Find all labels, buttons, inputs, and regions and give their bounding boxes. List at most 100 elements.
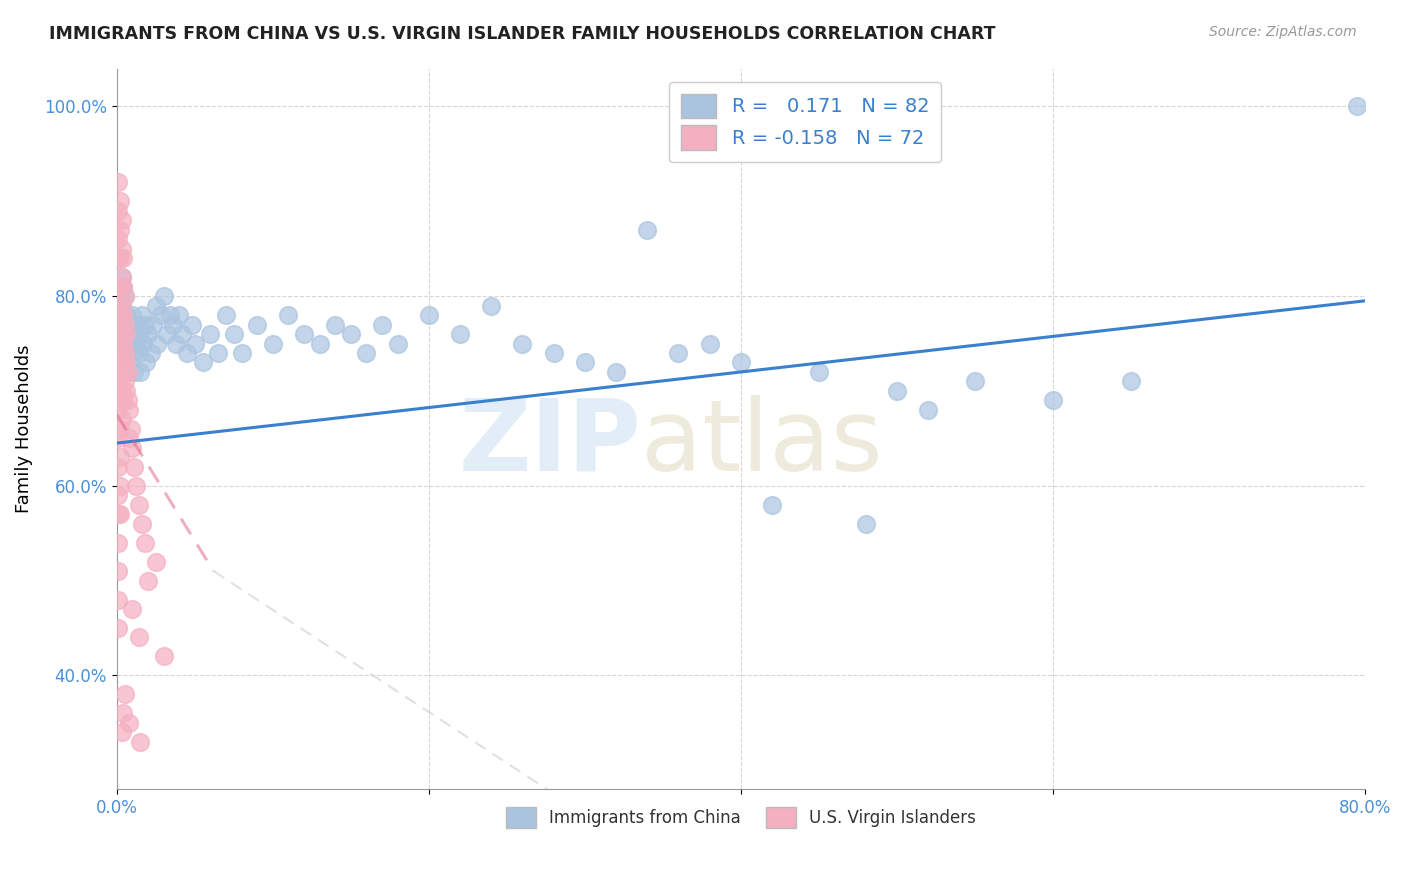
Text: ZIP: ZIP bbox=[458, 395, 641, 491]
Point bbox=[668, 346, 690, 360]
Point bbox=[222, 326, 245, 341]
Point bbox=[117, 346, 139, 360]
Point bbox=[108, 479, 131, 493]
Point bbox=[136, 574, 159, 588]
Point bbox=[128, 346, 150, 360]
Point bbox=[124, 479, 146, 493]
Point bbox=[118, 403, 141, 417]
Point bbox=[107, 232, 129, 246]
Point bbox=[121, 602, 143, 616]
Point bbox=[165, 336, 187, 351]
Point bbox=[107, 592, 129, 607]
Point bbox=[308, 336, 330, 351]
Point bbox=[159, 308, 181, 322]
Point bbox=[107, 326, 129, 341]
Point bbox=[114, 346, 136, 360]
Point bbox=[129, 735, 152, 749]
Point bbox=[172, 326, 194, 341]
Point bbox=[292, 326, 315, 341]
Point bbox=[122, 326, 145, 341]
Point bbox=[356, 346, 378, 360]
Text: IMMIGRANTS FROM CHINA VS U.S. VIRGIN ISLANDER FAMILY HOUSEHOLDS CORRELATION CHAR: IMMIGRANTS FROM CHINA VS U.S. VIRGIN ISL… bbox=[49, 25, 995, 43]
Point bbox=[807, 365, 830, 379]
Point bbox=[129, 326, 152, 341]
Point bbox=[132, 336, 155, 351]
Point bbox=[855, 516, 877, 531]
Point bbox=[145, 299, 167, 313]
Point bbox=[108, 450, 131, 465]
Point bbox=[107, 431, 129, 445]
Point bbox=[449, 326, 471, 341]
Point bbox=[107, 279, 129, 293]
Text: Source: ZipAtlas.com: Source: ZipAtlas.com bbox=[1209, 25, 1357, 39]
Point bbox=[136, 326, 159, 341]
Point bbox=[543, 346, 565, 360]
Point bbox=[107, 251, 129, 265]
Point bbox=[1042, 393, 1064, 408]
Point bbox=[118, 431, 141, 445]
Point bbox=[108, 393, 131, 408]
Point bbox=[114, 289, 136, 303]
Point bbox=[917, 403, 939, 417]
Point bbox=[112, 318, 135, 332]
Point bbox=[108, 507, 131, 521]
Point bbox=[117, 365, 139, 379]
Point bbox=[112, 336, 135, 351]
Point bbox=[108, 336, 131, 351]
Point bbox=[730, 355, 752, 369]
Point bbox=[112, 251, 135, 265]
Point bbox=[131, 308, 153, 322]
Point bbox=[107, 384, 129, 398]
Point bbox=[110, 299, 132, 313]
Point bbox=[112, 365, 135, 379]
Point bbox=[371, 318, 394, 332]
Point bbox=[121, 308, 143, 322]
Point bbox=[122, 459, 145, 474]
Point bbox=[180, 318, 202, 332]
Point bbox=[110, 270, 132, 285]
Point bbox=[107, 564, 129, 578]
Point bbox=[176, 346, 198, 360]
Point bbox=[110, 213, 132, 227]
Point bbox=[118, 355, 141, 369]
Point bbox=[340, 326, 363, 341]
Text: atlas: atlas bbox=[641, 395, 883, 491]
Point bbox=[114, 318, 136, 332]
Point bbox=[107, 299, 129, 313]
Point bbox=[114, 289, 136, 303]
Point bbox=[108, 422, 131, 436]
Legend: Immigrants from China, U.S. Virgin Islanders: Immigrants from China, U.S. Virgin Islan… bbox=[499, 800, 983, 835]
Point bbox=[128, 631, 150, 645]
Point bbox=[108, 308, 131, 322]
Point bbox=[636, 223, 658, 237]
Point bbox=[134, 535, 156, 549]
Point bbox=[107, 326, 129, 341]
Point bbox=[114, 336, 136, 351]
Point bbox=[699, 336, 721, 351]
Point bbox=[131, 516, 153, 531]
Point bbox=[108, 279, 131, 293]
Point bbox=[122, 365, 145, 379]
Point bbox=[117, 393, 139, 408]
Point bbox=[152, 289, 174, 303]
Point bbox=[117, 318, 139, 332]
Point bbox=[118, 715, 141, 730]
Point bbox=[107, 488, 129, 502]
Point bbox=[107, 621, 129, 635]
Point bbox=[184, 336, 207, 351]
Point bbox=[963, 375, 986, 389]
Point bbox=[107, 507, 129, 521]
Point bbox=[512, 336, 534, 351]
Point bbox=[114, 375, 136, 389]
Point bbox=[107, 203, 129, 218]
Point bbox=[108, 365, 131, 379]
Point bbox=[142, 318, 165, 332]
Point bbox=[110, 326, 132, 341]
Point bbox=[149, 308, 172, 322]
Point bbox=[167, 308, 190, 322]
Point bbox=[107, 535, 129, 549]
Point bbox=[114, 687, 136, 701]
Point bbox=[1346, 99, 1368, 113]
Point bbox=[886, 384, 908, 398]
Point bbox=[110, 299, 132, 313]
